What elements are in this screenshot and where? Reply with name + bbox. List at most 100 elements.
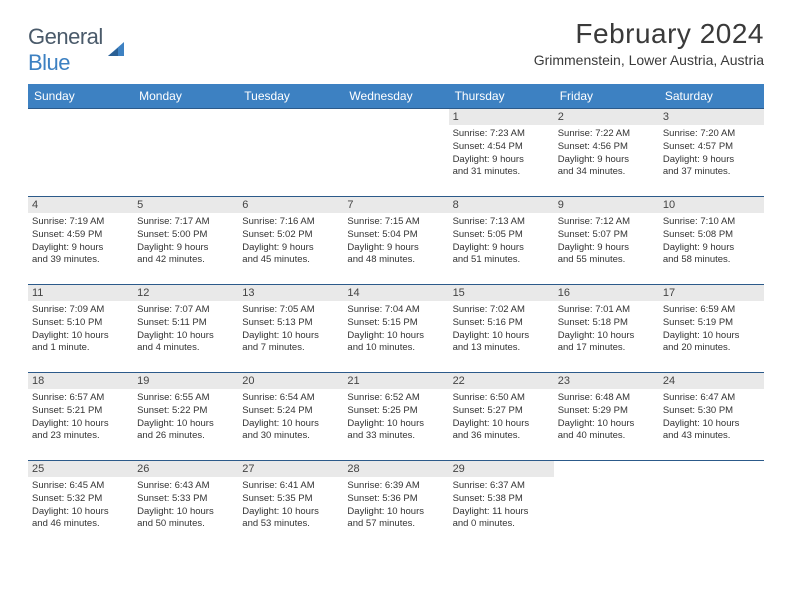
daylight-text: Daylight: 9 hours	[663, 154, 760, 167]
day-number: 8	[449, 197, 554, 213]
page-header: General Blue February 2024 Grimmenstein,…	[28, 18, 764, 76]
daylight-text: Daylight: 10 hours	[558, 418, 655, 431]
day-cell: 24Sunrise: 6:47 AMSunset: 5:30 PMDayligh…	[659, 373, 764, 461]
day-cell: 13Sunrise: 7:05 AMSunset: 5:13 PMDayligh…	[238, 285, 343, 373]
day-cell: 22Sunrise: 6:50 AMSunset: 5:27 PMDayligh…	[449, 373, 554, 461]
sunrise-text: Sunrise: 6:52 AM	[347, 392, 444, 405]
day-number: 20	[238, 373, 343, 389]
day-number: 16	[554, 285, 659, 301]
daylight-text: and 40 minutes.	[558, 430, 655, 443]
day-number: 12	[133, 285, 238, 301]
daylight-text: and 53 minutes.	[242, 518, 339, 531]
day-cell: 17Sunrise: 6:59 AMSunset: 5:19 PMDayligh…	[659, 285, 764, 373]
weekday-header: Thursday	[449, 84, 554, 109]
weekday-header-row: Sunday Monday Tuesday Wednesday Thursday…	[28, 84, 764, 109]
day-info: Sunrise: 7:02 AMSunset: 5:16 PMDaylight:…	[453, 304, 550, 355]
day-number: 11	[28, 285, 133, 301]
daylight-text: and 34 minutes.	[558, 166, 655, 179]
day-info: Sunrise: 7:15 AMSunset: 5:04 PMDaylight:…	[347, 216, 444, 267]
day-cell: 28Sunrise: 6:39 AMSunset: 5:36 PMDayligh…	[343, 461, 448, 549]
sunset-text: Sunset: 5:13 PM	[242, 317, 339, 330]
sunrise-text: Sunrise: 7:15 AM	[347, 216, 444, 229]
sunrise-text: Sunrise: 6:59 AM	[663, 304, 760, 317]
day-number: 9	[554, 197, 659, 213]
daylight-text: Daylight: 10 hours	[347, 330, 444, 343]
day-info: Sunrise: 6:50 AMSunset: 5:27 PMDaylight:…	[453, 392, 550, 443]
sunrise-text: Sunrise: 7:01 AM	[558, 304, 655, 317]
day-cell: 6Sunrise: 7:16 AMSunset: 5:02 PMDaylight…	[238, 197, 343, 285]
sunset-text: Sunset: 5:38 PM	[453, 493, 550, 506]
sunset-text: Sunset: 5:19 PM	[663, 317, 760, 330]
day-info: Sunrise: 7:07 AMSunset: 5:11 PMDaylight:…	[137, 304, 234, 355]
day-cell: 23Sunrise: 6:48 AMSunset: 5:29 PMDayligh…	[554, 373, 659, 461]
day-info: Sunrise: 7:20 AMSunset: 4:57 PMDaylight:…	[663, 128, 760, 179]
daylight-text: and 17 minutes.	[558, 342, 655, 355]
daylight-text: Daylight: 10 hours	[32, 506, 129, 519]
day-number: 5	[133, 197, 238, 213]
sunrise-text: Sunrise: 7:07 AM	[137, 304, 234, 317]
sunset-text: Sunset: 5:16 PM	[453, 317, 550, 330]
daylight-text: Daylight: 10 hours	[663, 330, 760, 343]
daylight-text: and 31 minutes.	[453, 166, 550, 179]
day-cell	[554, 461, 659, 549]
logo: General Blue	[28, 24, 128, 76]
week-row: 11Sunrise: 7:09 AMSunset: 5:10 PMDayligh…	[28, 285, 764, 373]
daylight-text: and 13 minutes.	[453, 342, 550, 355]
day-number: 10	[659, 197, 764, 213]
daylight-text: and 42 minutes.	[137, 254, 234, 267]
day-number: 6	[238, 197, 343, 213]
day-info: Sunrise: 6:57 AMSunset: 5:21 PMDaylight:…	[32, 392, 129, 443]
sunset-text: Sunset: 5:21 PM	[32, 405, 129, 418]
daylight-text: Daylight: 10 hours	[453, 418, 550, 431]
sunrise-text: Sunrise: 6:57 AM	[32, 392, 129, 405]
day-number: 4	[28, 197, 133, 213]
calendar-page: General Blue February 2024 Grimmenstein,…	[0, 0, 792, 549]
day-cell	[343, 109, 448, 197]
sunset-text: Sunset: 5:10 PM	[32, 317, 129, 330]
title-block: February 2024 Grimmenstein, Lower Austri…	[534, 18, 764, 68]
daylight-text: Daylight: 9 hours	[663, 242, 760, 255]
sunrise-text: Sunrise: 7:02 AM	[453, 304, 550, 317]
daylight-text: Daylight: 9 hours	[453, 242, 550, 255]
day-info: Sunrise: 7:01 AMSunset: 5:18 PMDaylight:…	[558, 304, 655, 355]
weekday-header: Sunday	[28, 84, 133, 109]
sunrise-text: Sunrise: 7:16 AM	[242, 216, 339, 229]
daylight-text: and 20 minutes.	[663, 342, 760, 355]
daylight-text: Daylight: 10 hours	[242, 506, 339, 519]
day-info: Sunrise: 7:22 AMSunset: 4:56 PMDaylight:…	[558, 128, 655, 179]
daylight-text: and 46 minutes.	[32, 518, 129, 531]
day-info: Sunrise: 7:04 AMSunset: 5:15 PMDaylight:…	[347, 304, 444, 355]
daylight-text: Daylight: 9 hours	[32, 242, 129, 255]
week-row: 4Sunrise: 7:19 AMSunset: 4:59 PMDaylight…	[28, 197, 764, 285]
day-info: Sunrise: 6:47 AMSunset: 5:30 PMDaylight:…	[663, 392, 760, 443]
weekday-header: Tuesday	[238, 84, 343, 109]
day-info: Sunrise: 6:39 AMSunset: 5:36 PMDaylight:…	[347, 480, 444, 531]
day-number: 26	[133, 461, 238, 477]
logo-text: General Blue	[28, 24, 103, 76]
day-number: 19	[133, 373, 238, 389]
logo-text-blue: Blue	[28, 50, 70, 75]
day-number: 1	[449, 109, 554, 125]
sunrise-text: Sunrise: 6:43 AM	[137, 480, 234, 493]
sunrise-text: Sunrise: 6:45 AM	[32, 480, 129, 493]
sunset-text: Sunset: 5:32 PM	[32, 493, 129, 506]
sunset-text: Sunset: 5:11 PM	[137, 317, 234, 330]
daylight-text: Daylight: 9 hours	[347, 242, 444, 255]
sunset-text: Sunset: 5:27 PM	[453, 405, 550, 418]
sunset-text: Sunset: 5:05 PM	[453, 229, 550, 242]
day-number: 2	[554, 109, 659, 125]
daylight-text: Daylight: 10 hours	[32, 330, 129, 343]
day-cell: 19Sunrise: 6:55 AMSunset: 5:22 PMDayligh…	[133, 373, 238, 461]
daylight-text: and 36 minutes.	[453, 430, 550, 443]
sunrise-text: Sunrise: 6:54 AM	[242, 392, 339, 405]
sunrise-text: Sunrise: 6:39 AM	[347, 480, 444, 493]
daylight-text: and 26 minutes.	[137, 430, 234, 443]
day-cell: 9Sunrise: 7:12 AMSunset: 5:07 PMDaylight…	[554, 197, 659, 285]
weekday-header: Wednesday	[343, 84, 448, 109]
sunset-text: Sunset: 5:04 PM	[347, 229, 444, 242]
sunset-text: Sunset: 5:35 PM	[242, 493, 339, 506]
day-cell: 29Sunrise: 6:37 AMSunset: 5:38 PMDayligh…	[449, 461, 554, 549]
daylight-text: and 0 minutes.	[453, 518, 550, 531]
daylight-text: Daylight: 9 hours	[453, 154, 550, 167]
day-cell: 26Sunrise: 6:43 AMSunset: 5:33 PMDayligh…	[133, 461, 238, 549]
